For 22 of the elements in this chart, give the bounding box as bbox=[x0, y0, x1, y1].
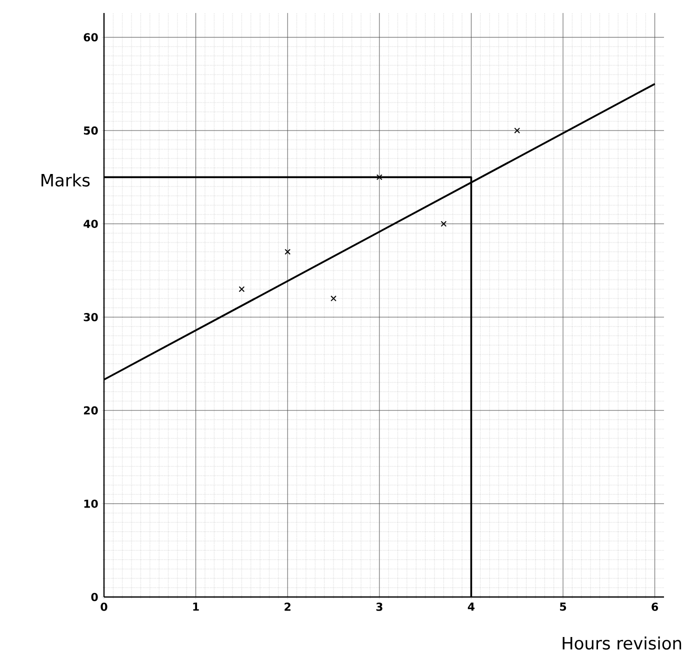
point bbox=[330, 296, 336, 302]
x-tick-label: 5 bbox=[560, 602, 566, 611]
x-tick-label: 1 bbox=[193, 602, 199, 611]
y-tick-label: 0 bbox=[91, 592, 98, 602]
point bbox=[376, 174, 382, 180]
y-axis-title: Marks bbox=[42, 173, 90, 187]
y-tick-label: 60 bbox=[84, 33, 98, 42]
y-tick-label: 40 bbox=[84, 220, 98, 228]
x-tick-label: 6 bbox=[652, 602, 658, 611]
point bbox=[284, 248, 291, 255]
y-tick-label: 20 bbox=[84, 406, 98, 415]
point bbox=[440, 220, 447, 227]
x-axis-title: Hours revision bbox=[562, 636, 682, 650]
point bbox=[514, 128, 520, 134]
x-tick-label: 2 bbox=[284, 602, 290, 611]
y-tick-label: 50 bbox=[84, 126, 98, 135]
x-tick-label: 0 bbox=[100, 602, 108, 611]
x-tick-label: 3 bbox=[376, 602, 382, 611]
y-tick-label: 10 bbox=[84, 500, 98, 508]
y-tick-label: 30 bbox=[84, 312, 98, 322]
x-tick-label: 4 bbox=[468, 602, 475, 611]
point bbox=[238, 286, 245, 292]
